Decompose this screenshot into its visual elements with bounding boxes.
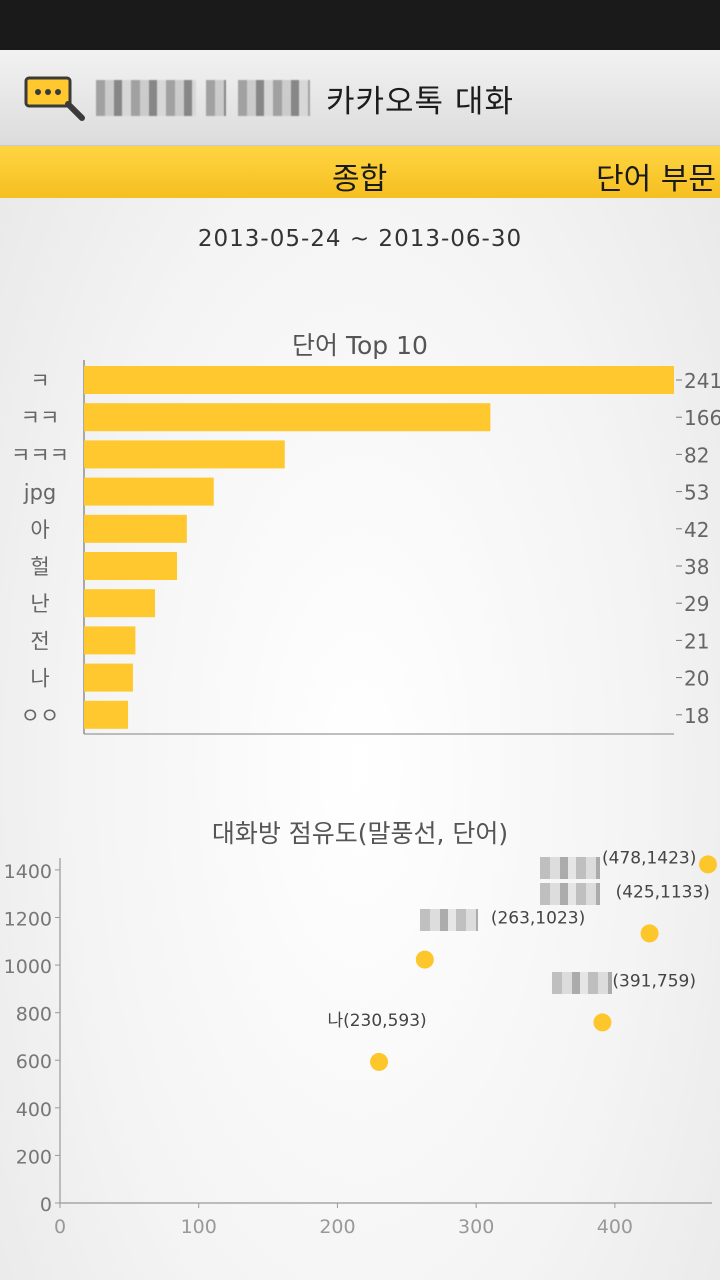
bar-value-label-1: 166 [684,406,720,430]
y-tick-label-6: 1200 [4,908,52,930]
bar-3 [84,477,214,506]
y-tick-label-4: 800 [16,1004,52,1026]
bar-category-label-9: ㅇㅇ [21,704,60,728]
redacted-participant-1 [540,857,600,879]
bar-value-label-5: 38 [684,555,709,579]
y-tick-label-2: 400 [16,1099,52,1121]
bar-value-label-2: 82 [684,443,709,467]
scatter-point-0 [370,1052,389,1071]
bar-value-label-8: 20 [684,667,709,691]
bar-category-label-0: ㅋ [30,369,49,393]
redacted-room-name-2 [206,80,226,116]
bar-2 [84,440,285,469]
bar-category-label-1: ㅋㅋ [21,406,60,430]
bar-9 [84,700,129,729]
bar-value-label-7: 21 [684,629,709,653]
bar-category-label-3: jpg [23,481,57,505]
scatter-point-label-1: (263,1023) [491,909,585,929]
y-tick-label-3: 600 [16,1051,52,1073]
bar-category-label-2: ㅋㅋㅋ [11,443,69,467]
redacted-participant-2 [540,883,600,905]
bar-1 [84,403,491,432]
status-bar [0,0,720,50]
scatter-point-label-2: (391,759) [612,971,696,991]
x-tick-label-1: 100 [181,1216,217,1238]
y-tick-label-1: 200 [16,1146,52,1168]
scatter-point-2 [593,1013,612,1032]
chat-search-icon [24,76,85,121]
scatter-point-4 [699,855,717,874]
bar-0 [84,366,674,394]
bar-5 [84,552,178,580]
x-tick-label-2: 200 [319,1216,355,1238]
x-tick-label-0: 0 [54,1216,66,1238]
bar-category-label-4: 아 [30,518,49,542]
x-tick-label-3: 300 [458,1216,494,1238]
tab-words[interactable]: 단어 부문 [596,162,716,197]
bar-category-label-6: 난 [30,592,49,616]
redacted-room-name-3 [238,80,310,116]
date-range: 2013-05-24 ~ 2013-06-30 [197,226,523,252]
bar-category-label-5: 헐 [30,555,49,579]
redacted-participant-4 [552,972,612,994]
y-tick-label-7: 1400 [4,861,52,883]
bar-4 [84,514,187,543]
redacted-room-name [96,80,196,116]
scatter-point-1 [415,950,434,969]
redacted-participant-3 [420,909,478,931]
bar-7 [84,626,136,655]
bar-category-label-7: 전 [30,629,49,653]
bar-value-label-3: 53 [684,481,709,505]
scatter-point-label-4: (478,1423) [602,848,696,868]
bar-category-label-8: 나 [30,667,49,691]
bar-value-label-6: 29 [684,592,709,616]
x-tick-label-4: 400 [597,1216,633,1238]
bar-6 [84,589,155,618]
header-title: 카카오톡 대화 [326,84,514,120]
bar-value-label-4: 42 [684,518,709,542]
scatter-point-3 [640,924,659,943]
app-header: 카카오톡 대화 [0,50,720,146]
occupancy-scatter-chart: 0 200 400 600 800 1000 1200 1400 0 100 200 300 400 나(… [4,848,717,1238]
tab-bar: 종합 단어 부문 [0,146,720,198]
y-tick-label-0: 0 [40,1194,52,1216]
bar-value-label-9: 18 [684,704,709,728]
tab-summary[interactable]: 종합 [332,162,388,197]
y-tick-label-5: 1000 [4,956,52,978]
scatter-point-label-0: 나(230,593) [327,1011,426,1031]
scatter-chart-title: 대화방 점유도(말풍선, 단어) [211,819,509,848]
bar-8 [84,663,133,692]
scatter-point-label-3: (425,1133) [616,882,710,902]
word-top10-bar-chart: ㅋ 241 ㅋㅋ 166 ㅋㅋㅋ 82 jpg 53 아 42 헐 38 난 29 전 21 나 20 ㅇㅇ 18 [11,360,720,735]
bar-chart-title: 단어 Top 10 [292,331,428,360]
bar-value-label-0: 241 [684,369,720,393]
